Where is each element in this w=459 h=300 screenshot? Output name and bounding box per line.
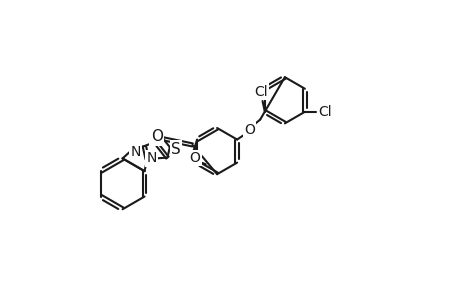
Text: S: S <box>171 142 180 157</box>
Text: O: O <box>150 129 162 144</box>
Text: N: N <box>146 151 157 165</box>
Text: N: N <box>130 146 140 159</box>
Text: Cl: Cl <box>254 85 267 99</box>
Text: Cl: Cl <box>317 105 331 119</box>
Text: O: O <box>189 151 200 165</box>
Text: O: O <box>243 122 254 136</box>
